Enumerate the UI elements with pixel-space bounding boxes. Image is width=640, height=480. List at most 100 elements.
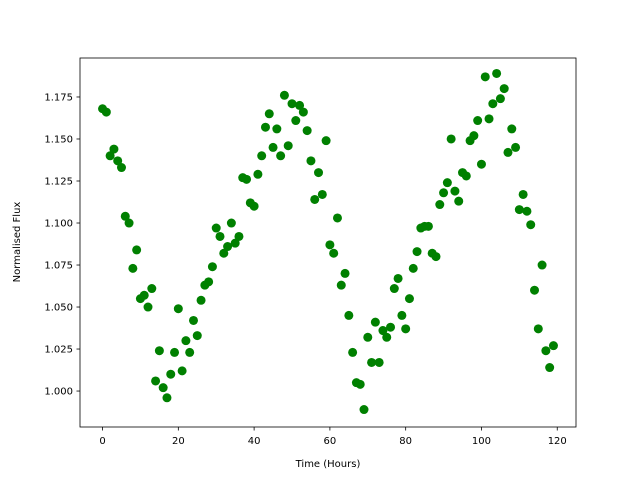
point: [476, 159, 486, 169]
y-tick-label: 1.100: [44, 219, 73, 230]
point: [177, 366, 187, 376]
point: [170, 347, 180, 357]
point: [116, 163, 126, 173]
point: [181, 336, 191, 346]
point: [461, 171, 471, 181]
point: [412, 247, 422, 257]
point: [382, 332, 392, 342]
point: [147, 284, 157, 294]
x-tick-label: 60: [324, 436, 337, 447]
point: [431, 252, 441, 262]
point: [522, 206, 532, 216]
point: [484, 114, 494, 124]
point: [105, 151, 115, 161]
point: [480, 72, 490, 82]
y-tick-label: 1.175: [44, 92, 73, 103]
point: [533, 324, 543, 334]
point: [355, 379, 365, 389]
point: [154, 346, 164, 356]
point: [499, 84, 509, 94]
point: [192, 331, 202, 341]
point: [143, 302, 153, 312]
point: [211, 223, 221, 233]
point: [188, 315, 198, 325]
point: [404, 294, 414, 304]
point: [359, 405, 369, 415]
point: [317, 189, 327, 199]
x-tick-label: 120: [548, 436, 567, 447]
point: [230, 238, 240, 248]
x-tick-label: 80: [399, 436, 412, 447]
point: [279, 90, 289, 100]
point: [132, 245, 142, 255]
point: [537, 260, 547, 270]
point: [223, 242, 233, 252]
point: [253, 169, 263, 179]
point: [329, 248, 339, 258]
point: [503, 147, 513, 157]
point: [340, 268, 350, 278]
point: [302, 126, 312, 136]
point: [545, 363, 555, 373]
point: [249, 201, 259, 211]
point: [295, 100, 305, 110]
point: [488, 99, 498, 109]
point: [423, 221, 433, 231]
point: [450, 186, 460, 196]
point: [226, 218, 236, 228]
point: [492, 68, 502, 78]
point: [495, 94, 505, 104]
point: [439, 188, 449, 198]
point: [272, 124, 282, 134]
x-tick-label: 0: [99, 436, 105, 447]
x-tick-label: 100: [472, 436, 491, 447]
point: [173, 304, 183, 314]
point: [113, 156, 123, 166]
point: [332, 213, 342, 223]
point: [363, 332, 373, 342]
point: [367, 357, 377, 367]
point: [336, 280, 346, 290]
point: [109, 144, 119, 154]
point: [389, 284, 399, 294]
point: [124, 218, 134, 228]
point: [435, 200, 445, 210]
point: [283, 141, 293, 151]
point: [298, 107, 308, 117]
point: [242, 174, 252, 184]
point: [215, 231, 225, 241]
point: [526, 220, 536, 230]
point: [548, 341, 558, 351]
point: [257, 151, 267, 161]
point: [276, 151, 286, 161]
x-tick-label: 20: [172, 436, 185, 447]
point: [511, 142, 521, 152]
point: [348, 347, 358, 357]
point: [158, 383, 168, 393]
y-tick-label: 1.025: [44, 345, 73, 356]
point: [162, 393, 172, 403]
point: [234, 231, 244, 241]
point: [120, 211, 130, 221]
point: [518, 189, 528, 199]
y-tick-label: 1.000: [44, 387, 73, 398]
point: [306, 156, 316, 166]
point: [397, 310, 407, 320]
point: [374, 357, 384, 367]
point: [321, 136, 331, 146]
y-tick-label: 1.050: [44, 303, 73, 314]
point: [291, 116, 301, 126]
point: [408, 263, 418, 273]
point: [386, 322, 396, 332]
point: [101, 107, 111, 117]
y-axis-label: Normalised Flux: [12, 202, 23, 283]
point: [446, 134, 456, 144]
point: [128, 263, 138, 273]
point: [151, 376, 161, 386]
point: [310, 194, 320, 204]
point: [469, 131, 479, 141]
point: [185, 347, 195, 357]
point: [541, 346, 551, 356]
point: [401, 324, 411, 334]
